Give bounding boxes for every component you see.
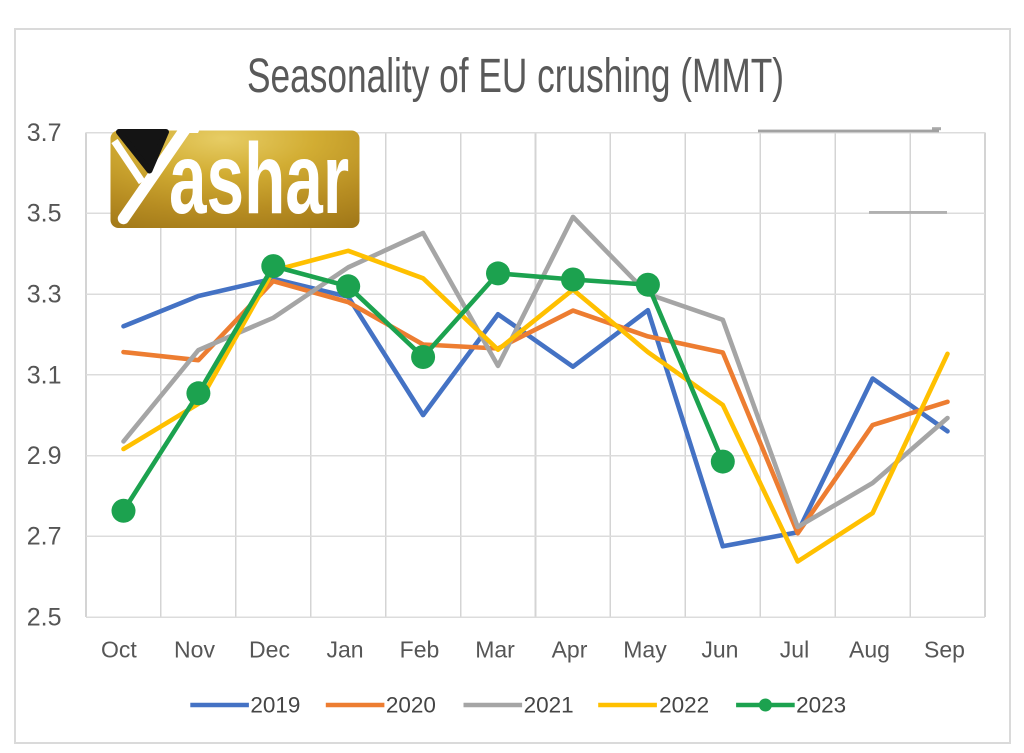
svg-text:Sep: Sep <box>924 637 965 663</box>
svg-text:Mar: Mar <box>475 637 515 663</box>
svg-text:May: May <box>623 637 667 663</box>
svg-text:2021: 2021 <box>524 693 574 718</box>
svg-text:Feb: Feb <box>400 637 440 663</box>
svg-text:2022: 2022 <box>659 693 709 718</box>
svg-text:2.5: 2.5 <box>27 604 62 632</box>
svg-text:Jul: Jul <box>780 637 809 663</box>
svg-text:Nov: Nov <box>174 637 215 663</box>
svg-text:Jun: Jun <box>701 637 738 663</box>
svg-text:3.3: 3.3 <box>27 281 62 309</box>
svg-text:2019: 2019 <box>250 693 300 718</box>
svg-text:Seasonality of EU crushing (MM: Seasonality of EU crushing (MMT) <box>247 49 784 103</box>
svg-text:Oct: Oct <box>101 637 137 663</box>
svg-text:3.7: 3.7 <box>27 119 62 147</box>
svg-text:Dec: Dec <box>249 637 290 663</box>
svg-text:2.7: 2.7 <box>27 523 62 551</box>
svg-text:3.1: 3.1 <box>27 361 62 389</box>
svg-text:2.9: 2.9 <box>27 442 62 470</box>
svg-text:Apr: Apr <box>552 637 588 663</box>
svg-text:3.5: 3.5 <box>27 200 62 228</box>
svg-text:2020: 2020 <box>386 693 436 718</box>
svg-text:Jan: Jan <box>326 637 363 663</box>
svg-text:Aug: Aug <box>849 637 890 663</box>
svg-text:ashar: ashar <box>169 124 349 235</box>
svg-text:2023: 2023 <box>796 693 846 718</box>
